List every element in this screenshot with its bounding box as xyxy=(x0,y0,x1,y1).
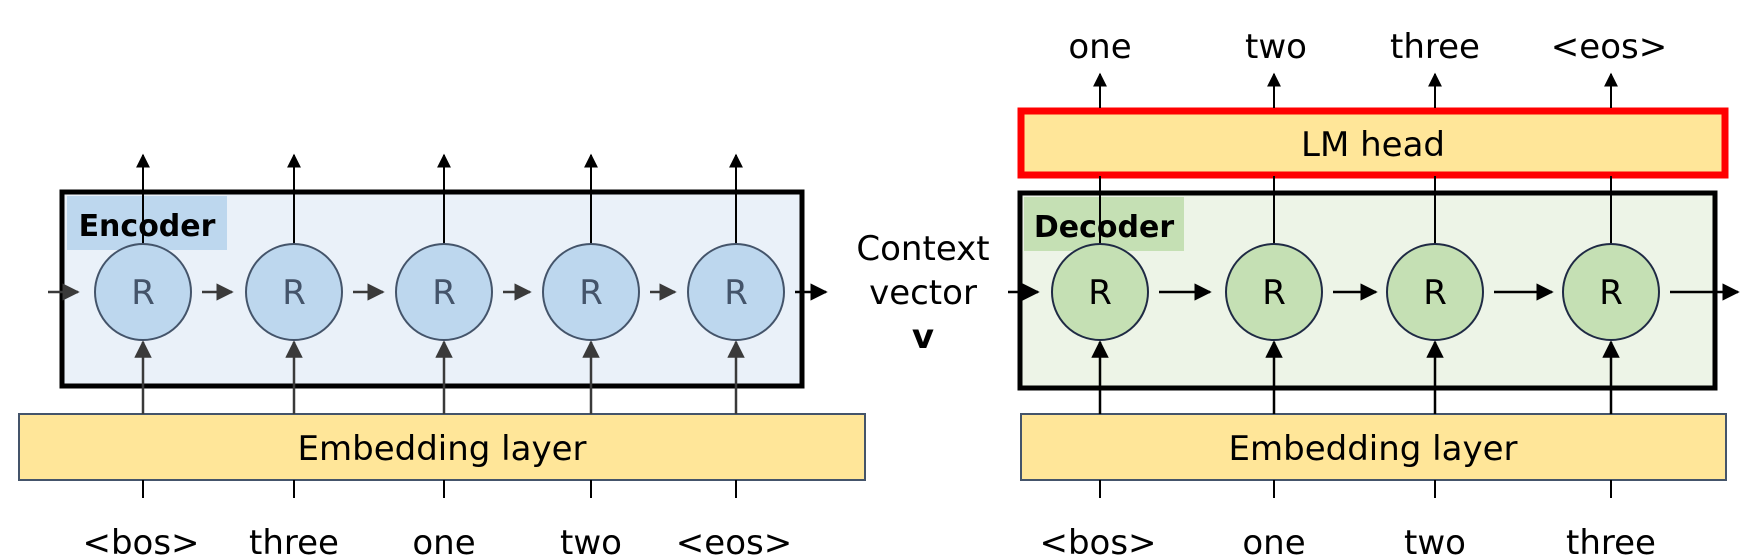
svg-text:R: R xyxy=(131,273,155,313)
encoder-title: Encoder xyxy=(79,209,216,244)
svg-text:R: R xyxy=(579,273,603,313)
svg-text:R: R xyxy=(1423,273,1447,313)
encoder-cell: R xyxy=(542,243,640,341)
encoder-cell: R xyxy=(687,243,785,341)
context-vector-symbol: v xyxy=(912,317,934,357)
decoder-output-token: two xyxy=(1245,27,1307,67)
lm-head xyxy=(1017,107,1729,179)
decoder-title: Decoder xyxy=(1034,210,1174,245)
encoder-input-token: two xyxy=(560,523,622,560)
encoder-cell: R xyxy=(245,243,343,341)
decoder-cell: R xyxy=(1051,243,1149,341)
decoder-cell: R xyxy=(1225,243,1323,341)
decoder-input-token: one xyxy=(1242,523,1305,560)
decoder-cell: R xyxy=(1386,243,1484,341)
decoder-output-token: <eos> xyxy=(1551,27,1667,67)
svg-text:R: R xyxy=(724,273,748,313)
context-vector-line2: vector xyxy=(869,273,977,313)
encoder-input-token: <bos> xyxy=(82,523,199,560)
decoder-input-token: <bos> xyxy=(1039,523,1156,560)
svg-text:R: R xyxy=(282,273,306,313)
decoder-embedding-layer xyxy=(1020,413,1727,481)
encoder-input-token: one xyxy=(412,523,475,560)
encoder-title-bg xyxy=(67,196,227,250)
decoder-embedding-label: Embedding layer xyxy=(1229,429,1518,469)
lm-head-label: LM head xyxy=(1301,125,1445,165)
encoder-input-token: three xyxy=(249,523,339,560)
encoder-input-token: <eos> xyxy=(676,523,792,560)
context-vector-line1: Context xyxy=(856,229,989,269)
svg-text:R: R xyxy=(1262,273,1286,313)
decoder-title-bg xyxy=(1024,197,1184,251)
svg-text:R: R xyxy=(432,273,456,313)
encoder-embedding-label: Embedding layer xyxy=(298,429,587,469)
decoder-output-token: one xyxy=(1068,27,1131,67)
decoder-input-token: two xyxy=(1404,523,1466,560)
decoder-output-token: three xyxy=(1390,27,1480,67)
encoder-cell: R xyxy=(395,243,493,341)
svg-text:R: R xyxy=(1599,273,1623,313)
decoder-input-token: three xyxy=(1566,523,1656,560)
svg-text:R: R xyxy=(1088,273,1112,313)
decoder-cell: R xyxy=(1562,243,1660,341)
encoder-embedding-layer xyxy=(18,413,866,481)
encoder-cell: R xyxy=(94,243,192,341)
